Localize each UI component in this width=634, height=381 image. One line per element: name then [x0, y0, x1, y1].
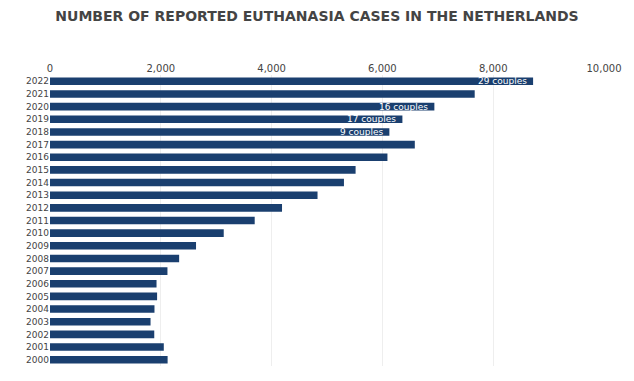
svg-text:2012: 2012 [26, 203, 49, 213]
svg-text:2008: 2008 [26, 254, 49, 264]
svg-text:2003: 2003 [26, 317, 49, 327]
svg-text:2001: 2001 [26, 342, 49, 352]
svg-text:2011: 2011 [26, 216, 49, 226]
svg-text:NUMBER OF REPORTED EUTHANASIA: NUMBER OF REPORTED EUTHANASIA CASES IN T… [55, 8, 578, 24]
svg-text:2004: 2004 [26, 304, 49, 314]
svg-text:2014: 2014 [26, 178, 49, 188]
svg-text:2020: 2020 [26, 102, 49, 112]
svg-text:17 couples: 17 couples [347, 114, 396, 124]
svg-text:2019: 2019 [26, 114, 49, 124]
svg-text:2010: 2010 [26, 228, 49, 238]
svg-text:2021: 2021 [26, 89, 49, 99]
svg-text:2018: 2018 [26, 127, 49, 137]
svg-text:16 couples: 16 couples [379, 102, 428, 112]
svg-text:2007: 2007 [26, 266, 49, 276]
svg-text:29 couples: 29 couples [478, 76, 527, 86]
svg-text:2006: 2006 [26, 279, 49, 289]
svg-text:10,000: 10,000 [587, 63, 622, 74]
svg-text:2022: 2022 [26, 76, 49, 86]
svg-text:2005: 2005 [26, 292, 49, 302]
svg-text:2009: 2009 [26, 241, 49, 251]
svg-text:4,000: 4,000 [257, 63, 286, 74]
svg-text:9 couples: 9 couples [340, 127, 383, 137]
svg-text:2002: 2002 [26, 330, 49, 340]
svg-text:0: 0 [47, 63, 53, 74]
svg-text:8,000: 8,000 [479, 63, 508, 74]
svg-text:6,000: 6,000 [368, 63, 397, 74]
svg-text:2016: 2016 [26, 152, 49, 162]
svg-text:2013: 2013 [26, 190, 49, 200]
svg-text:2,000: 2,000 [146, 63, 175, 74]
svg-text:2015: 2015 [26, 165, 49, 175]
svg-text:2017: 2017 [26, 140, 49, 150]
svg-text:2000: 2000 [26, 355, 49, 365]
